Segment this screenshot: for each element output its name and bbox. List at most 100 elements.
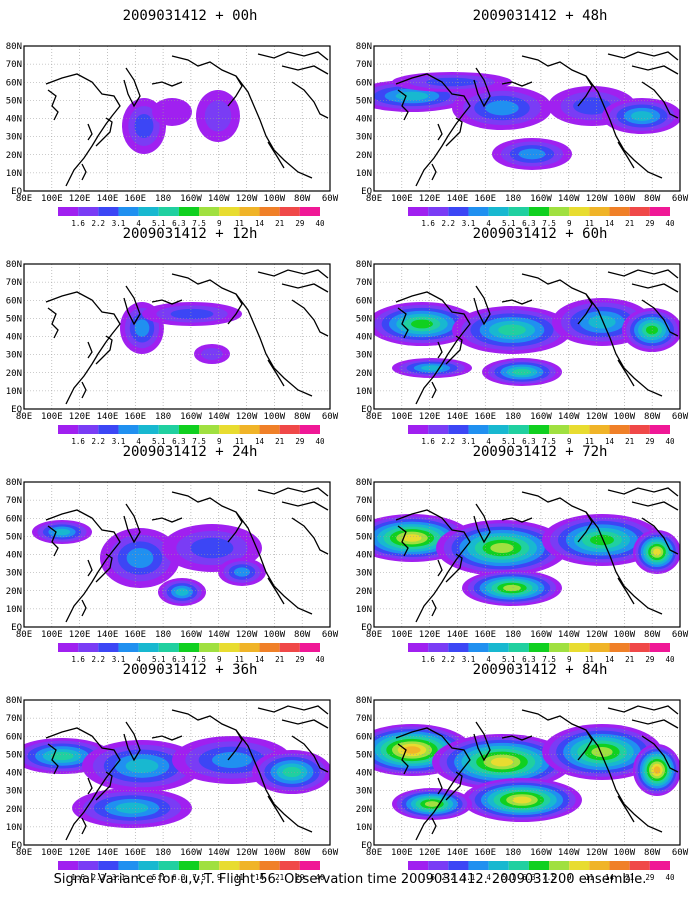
lon-label: 60W [672, 412, 689, 422]
coastline [257, 51, 329, 61]
grid-lines [24, 700, 330, 845]
coastline [521, 55, 593, 107]
legend-swatch [508, 643, 529, 652]
panel-title: 2009031412 + 00h [122, 8, 258, 24]
grid-lines [374, 46, 680, 191]
lat-label: 20N [356, 805, 372, 815]
color-legend: 1.6 2.2 3.1 4 5.1 6.3 7.5 9 11 14 21 29 40 [58, 425, 325, 446]
legend-label: 14 [255, 437, 265, 446]
legend-swatch [279, 425, 300, 434]
lat-label: 50N [6, 314, 22, 324]
legend-swatch [78, 643, 99, 652]
coastline [473, 285, 491, 326]
lon-label: 180 [155, 412, 171, 422]
legend-swatch [528, 207, 550, 216]
coastline [437, 777, 443, 795]
coastline [585, 511, 663, 615]
lon-label: 80E [16, 848, 32, 858]
lon-label: 120W [236, 194, 258, 204]
lon-label: 100W [614, 412, 636, 422]
coastline [47, 743, 59, 775]
map-frame [23, 481, 331, 628]
coastline [501, 735, 533, 741]
legend-swatch [58, 207, 79, 216]
lon-label: 120E [419, 194, 441, 204]
legend-swatch [468, 861, 489, 870]
coastline [291, 299, 329, 337]
lon-label: 140W [558, 412, 580, 422]
coastline [123, 285, 141, 326]
contour-level [282, 766, 302, 778]
legend-swatch [98, 425, 119, 434]
legend-label: 7.5 [192, 437, 206, 446]
legend-swatch [138, 643, 159, 652]
legend-swatch [549, 207, 570, 216]
lon-label: 100E [391, 630, 413, 640]
legend-label: 4 [136, 873, 141, 882]
legend-label: 4 [486, 437, 491, 446]
legend-label: 6.3 [172, 437, 186, 446]
legend-label: 1.6 [71, 437, 85, 446]
coastline [95, 771, 113, 801]
legend-swatch [609, 643, 630, 652]
color-legend: 1.6 2.2 3.1 4 5.1 6.3 7.5 9 11 14 21 29 40 [408, 861, 675, 882]
variance-contours [374, 514, 680, 606]
forecast-panel: 2009031412 + 24h 80N 70N 60N 50N 40N 30N 20N 10N… [6, 444, 360, 664]
legend-label: 4 [136, 437, 141, 446]
contour-level [395, 91, 429, 101]
coastlines [45, 269, 329, 405]
legend-label: 29 [645, 219, 654, 228]
legend-swatch [199, 643, 220, 652]
legend-swatch [118, 861, 139, 870]
coastline [617, 795, 635, 823]
legend-label: 3.1 [462, 437, 476, 446]
lat-label: 30N [6, 133, 22, 143]
legend-label: 6.3 [172, 655, 186, 664]
lon-label: 140W [558, 194, 580, 204]
legend-label: 11 [585, 437, 594, 446]
lat-label: 10N [356, 387, 372, 397]
coastline [235, 75, 313, 179]
lon-label: 160E [474, 412, 496, 422]
coastline [171, 709, 243, 761]
legend-swatch [569, 861, 590, 870]
legend-swatch [508, 207, 529, 216]
panel-title: 2009031412 + 72h [472, 444, 608, 460]
forecast-panel: 2009031412 + 00h 80N 70N 60N 50N 40N 30N 20N 10N… [6, 8, 360, 228]
coastline [607, 51, 679, 61]
coastline [87, 341, 93, 359]
legend-swatch [118, 207, 139, 216]
lon-label: 180 [505, 630, 521, 640]
lon-label: 60W [672, 848, 689, 858]
panel-title: 2009031412 + 12h [122, 226, 258, 242]
legend-label: 40 [665, 219, 675, 228]
lat-label: 20N [6, 151, 22, 161]
lon-label: 160E [474, 630, 496, 640]
lat-label: 50N [356, 314, 372, 324]
lon-label: 140E [97, 412, 119, 422]
lat-label: 20N [356, 369, 372, 379]
coastline [81, 163, 87, 181]
coastline [617, 577, 635, 605]
coastline [437, 123, 443, 141]
legend-swatch [589, 861, 610, 870]
legend-swatch [78, 207, 99, 216]
legend-swatch [58, 425, 79, 434]
legend-swatch [118, 425, 139, 434]
legend-swatch [508, 861, 529, 870]
legend-label: 7.5 [542, 873, 556, 882]
legend-label: 3.1 [112, 655, 126, 664]
legend-label: 11 [585, 655, 594, 664]
legend-swatch [219, 861, 240, 870]
lat-label: 60N [356, 78, 372, 88]
lat-label: 80N [356, 260, 372, 270]
coastline [641, 81, 679, 119]
contour-level [653, 766, 661, 774]
legend-swatch [178, 643, 200, 652]
lat-label: 30N [356, 569, 372, 579]
legend-label: 7.5 [542, 219, 556, 228]
